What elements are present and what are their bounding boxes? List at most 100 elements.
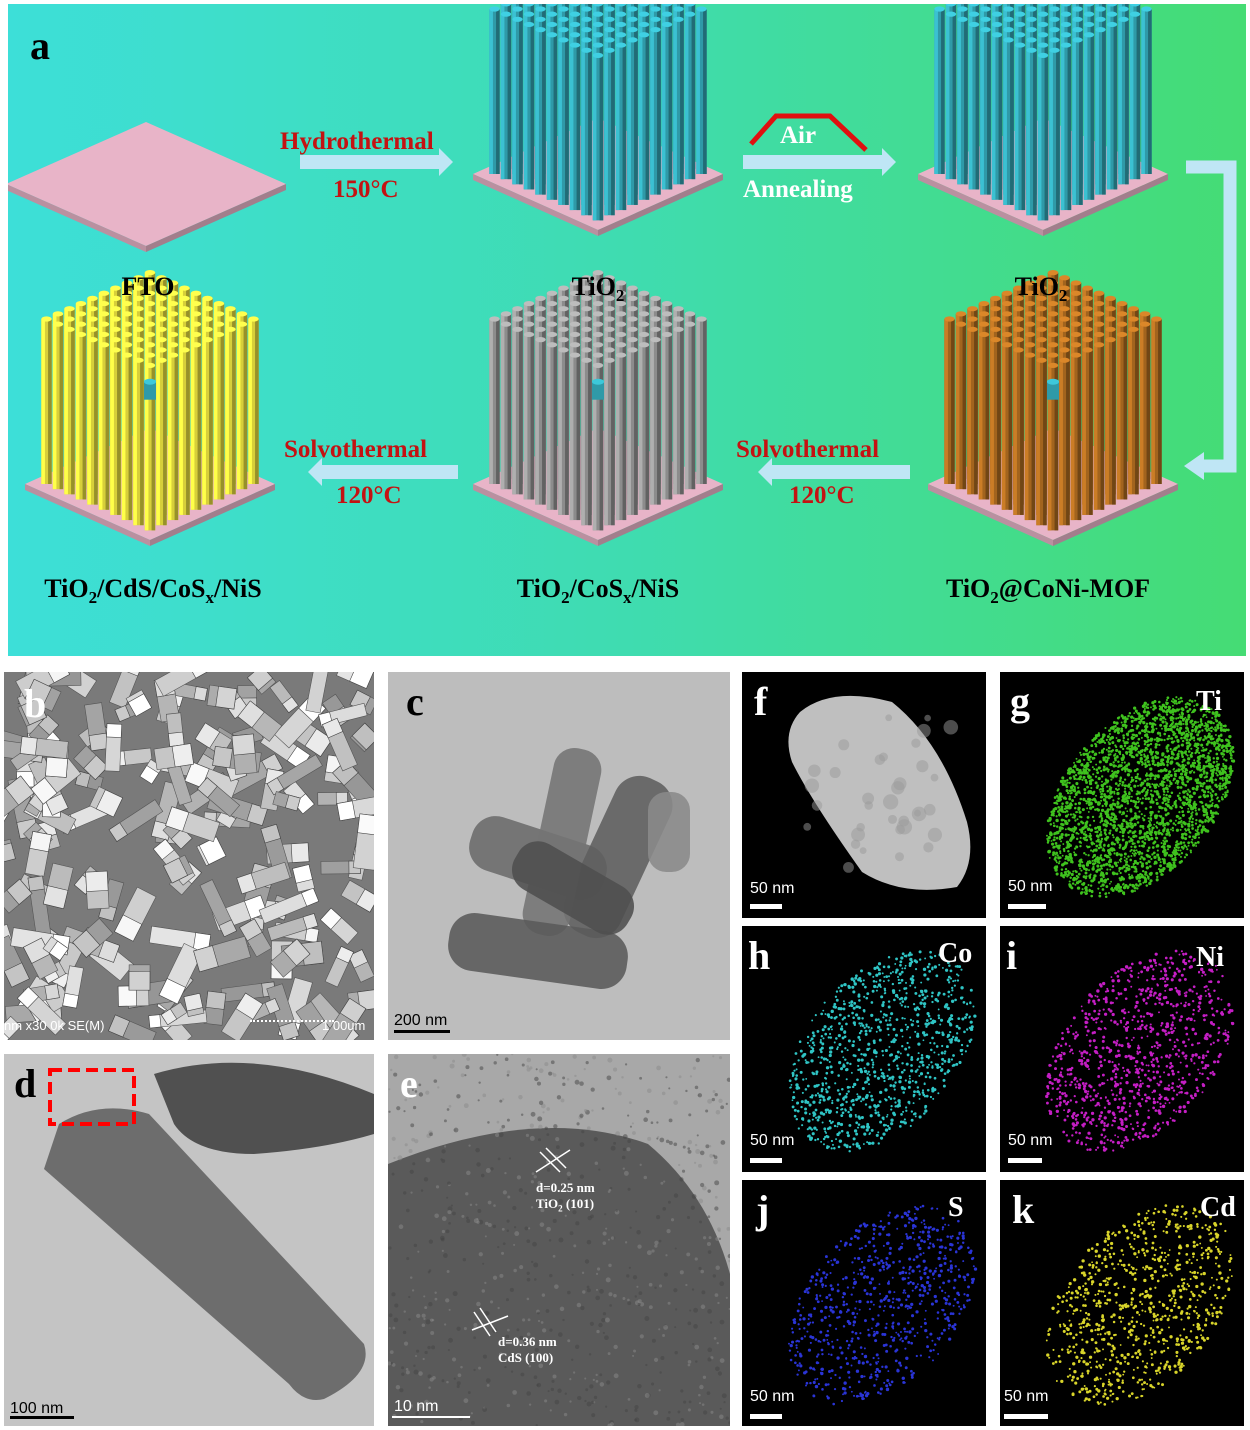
noise-dot — [706, 1241, 711, 1247]
eds-signal-dot — [1172, 698, 1175, 701]
sem-nanorod — [62, 965, 84, 1009]
noise-dot — [596, 1329, 600, 1334]
sem-nanorod — [108, 1014, 157, 1040]
noise-dot — [660, 1181, 664, 1185]
noise-dot — [586, 1285, 590, 1289]
sem-nanorod — [84, 702, 109, 752]
nanorod — [546, 344, 558, 510]
eds-signal-dot — [1155, 727, 1158, 730]
eds-signal-dot — [1214, 792, 1218, 796]
eds-signal-dot — [1112, 764, 1116, 768]
nanorod-highlight — [1083, 34, 1088, 200]
nanorod-shadow — [668, 24, 673, 190]
noise-dot — [456, 1326, 461, 1331]
eds-signal-dot — [1141, 763, 1144, 766]
noise-dot — [465, 1065, 470, 1070]
tio2-rods-annealed — [934, 4, 1152, 221]
noise-dot — [623, 1170, 629, 1176]
nanorod — [627, 39, 638, 205]
rod-facet — [168, 731, 185, 747]
eds-signal-dot — [1046, 834, 1048, 837]
noise-dot — [599, 1373, 603, 1377]
eds-signal-dot — [1094, 781, 1098, 785]
eds-signal-dot — [1123, 723, 1127, 727]
nanorod-tip — [1013, 337, 1024, 343]
eds-signal-dot — [1075, 767, 1079, 772]
noise-dot — [637, 1244, 642, 1249]
noise-dot — [610, 1236, 615, 1240]
nanorod-tip — [967, 326, 978, 332]
nanorod — [523, 334, 535, 500]
eds-signal-dot — [1140, 736, 1143, 739]
eds-signal-dot — [1127, 855, 1130, 858]
eds-signal-dot — [1065, 862, 1069, 865]
nanorod-highlight — [1003, 39, 1007, 205]
nanorod — [500, 324, 512, 490]
eds-signal-dot — [1059, 850, 1062, 853]
nanorod-shadow — [151, 365, 156, 531]
eds-signal-dot — [1151, 783, 1154, 786]
nanorod-shadow — [519, 329, 523, 495]
eds-signal-dot — [1148, 865, 1152, 868]
noise-dot — [701, 1185, 707, 1191]
nanorod-tip — [1049, 6, 1060, 12]
noise-dot — [473, 1336, 476, 1340]
eds-signal-dot — [1108, 732, 1112, 736]
nanorod-tip — [144, 290, 156, 296]
eds-signal-dot — [1098, 891, 1102, 895]
nanorod-tip — [569, 11, 581, 17]
noise-dot — [497, 1157, 501, 1161]
nanorod-tip — [638, 21, 650, 28]
sem-nanorod — [239, 918, 272, 958]
nanorod-tip — [627, 347, 638, 353]
noise-dot — [514, 1231, 520, 1237]
nanorod-tip — [558, 326, 569, 332]
eds-signal-dot — [1193, 720, 1197, 724]
nanorod-tip — [1082, 337, 1093, 343]
noise-dot — [501, 1227, 505, 1231]
eds-signal-dot — [1077, 822, 1081, 826]
eds-signal-dot — [1180, 777, 1185, 782]
haadf-pore — [850, 839, 861, 849]
eds-signal-dot — [1136, 840, 1140, 844]
eds-signal-dot — [1119, 831, 1122, 834]
noise-dot — [405, 1367, 409, 1371]
noise-dot — [388, 1246, 392, 1250]
noise-dot — [394, 1303, 399, 1308]
rod-facet — [284, 794, 301, 812]
noise-dot — [484, 1221, 489, 1226]
rod-facet — [339, 997, 367, 1024]
nanorod-highlight — [133, 360, 137, 526]
nanorod-tip — [1013, 306, 1024, 312]
nanorod-tip — [1047, 331, 1059, 338]
nanorod-tip — [144, 352, 156, 358]
noise-dot — [646, 1109, 650, 1114]
arrow-hydrothermal — [300, 148, 453, 176]
nanorod — [592, 365, 604, 531]
noise-dot — [396, 1106, 401, 1111]
eds-signal-dot — [1077, 872, 1081, 876]
noise-dot — [529, 1135, 535, 1141]
nanorod — [1026, 50, 1037, 216]
nanorod-tip — [569, 32, 581, 38]
eds-signal-dot — [1146, 874, 1149, 877]
nanorod-shadow — [657, 29, 661, 195]
scale-label: 200 nm — [394, 1012, 448, 1029]
eds-signal-dot — [1140, 729, 1144, 733]
substrate-side — [1043, 174, 1168, 236]
nanorod-tip — [1024, 352, 1036, 358]
nanorod — [615, 45, 627, 211]
noise-dot — [606, 1075, 612, 1081]
sem-nanorod — [258, 887, 320, 924]
noise-dot — [637, 1302, 641, 1306]
noise-dot — [399, 1388, 404, 1393]
nanorod — [156, 360, 167, 526]
nanorod-highlight — [1060, 45, 1065, 211]
noise-dot — [388, 1361, 392, 1366]
caption-tio2-hydrothermal: TiO2 — [571, 272, 625, 306]
eds-signal-dot — [1189, 851, 1192, 854]
noise-dot — [698, 1163, 702, 1168]
eds-signal-dot — [1222, 779, 1224, 782]
nanorod-highlight — [546, 34, 551, 200]
eds-signal-dot — [1118, 779, 1122, 783]
